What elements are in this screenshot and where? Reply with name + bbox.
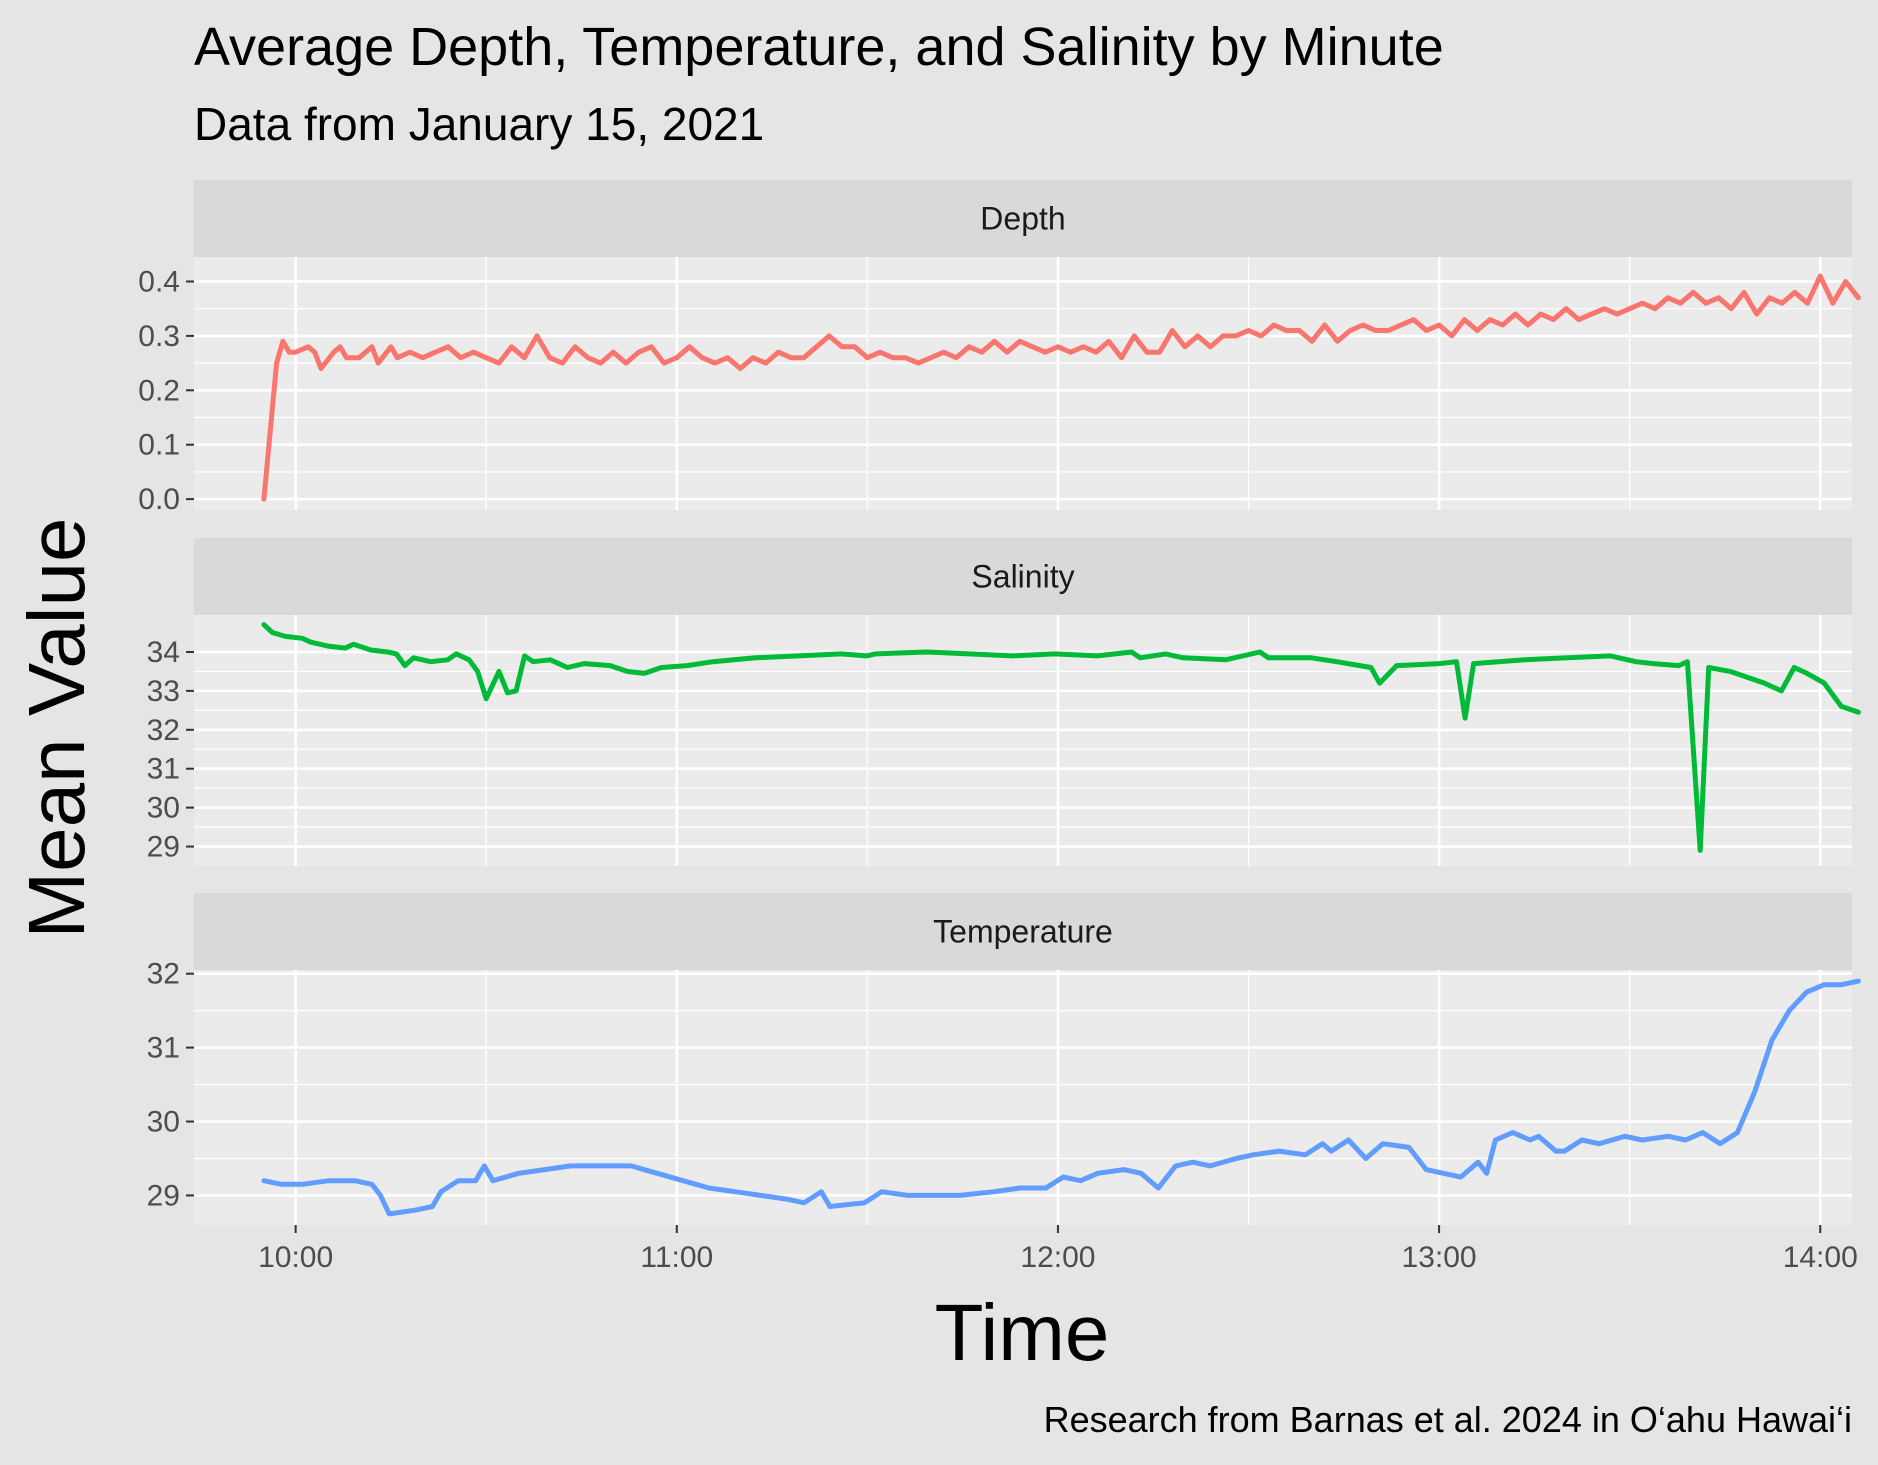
strip-salinity bbox=[194, 538, 1852, 615]
x-tick-label: 10:00 bbox=[258, 1241, 333, 1274]
strip-label-temperature: Temperature bbox=[933, 914, 1113, 950]
y-tick-label: 0.2 bbox=[138, 374, 180, 407]
x-tick-label: 11:00 bbox=[640, 1241, 713, 1274]
chart-title: Average Depth, Temperature, and Salinity… bbox=[194, 17, 1444, 77]
x-tick-label: 13:00 bbox=[1402, 1241, 1477, 1274]
y-tick-label: 32 bbox=[147, 714, 180, 747]
series-line-salinity bbox=[261, 622, 1861, 853]
series-line-depth bbox=[261, 273, 1861, 502]
y-tick-label: 0.0 bbox=[138, 483, 180, 516]
chart-panels: Depth 0.0 0.1 0.2 0.3 0.4 Salinity 29 30 31 32 33 34… bbox=[138, 180, 1861, 1225]
chart-subtitle: Data from January 15, 2021 bbox=[194, 98, 764, 150]
strip-temperature bbox=[194, 893, 1852, 970]
y-tick-label: 33 bbox=[147, 675, 180, 708]
y-tick-label: 30 bbox=[147, 1106, 180, 1139]
strip-label-salinity: Salinity bbox=[971, 559, 1074, 595]
x-axis: 10:00 11:00 12:00 13:00 14:00 bbox=[258, 1225, 1858, 1274]
y-tick-label: 29 bbox=[147, 1179, 180, 1212]
y-tick-label: 0.1 bbox=[138, 429, 180, 462]
plot-area-depth bbox=[194, 257, 1852, 510]
x-tick-label: 12:00 bbox=[1020, 1241, 1095, 1274]
y-tick-label: 31 bbox=[147, 753, 180, 786]
chart-caption: Research from Barnas et al. 2024 in O‘ah… bbox=[1044, 1399, 1852, 1440]
y-tick-label: 32 bbox=[147, 958, 180, 991]
x-axis-label: Time bbox=[935, 1288, 1110, 1377]
strip-label-depth: Depth bbox=[980, 201, 1065, 237]
y-tick-label: 31 bbox=[147, 1032, 180, 1065]
panel-temperature: Temperature 29 30 31 32 bbox=[147, 893, 1861, 1225]
y-tick-label: 29 bbox=[147, 831, 180, 864]
y-tick-label: 30 bbox=[147, 792, 180, 825]
strip-depth bbox=[194, 180, 1852, 257]
x-tick-label: 14:00 bbox=[1783, 1241, 1858, 1274]
y-tick-label: 34 bbox=[147, 636, 180, 669]
y-axis-label: Mean Value bbox=[12, 517, 101, 938]
panel-depth: Depth 0.0 0.1 0.2 0.3 0.4 bbox=[138, 180, 1861, 516]
series-line-temperature bbox=[261, 978, 1861, 1217]
y-tick-label: 0.3 bbox=[138, 320, 180, 353]
panel-salinity: Salinity 29 30 31 32 33 34 bbox=[147, 538, 1861, 866]
y-tick-label: 0.4 bbox=[138, 265, 180, 298]
